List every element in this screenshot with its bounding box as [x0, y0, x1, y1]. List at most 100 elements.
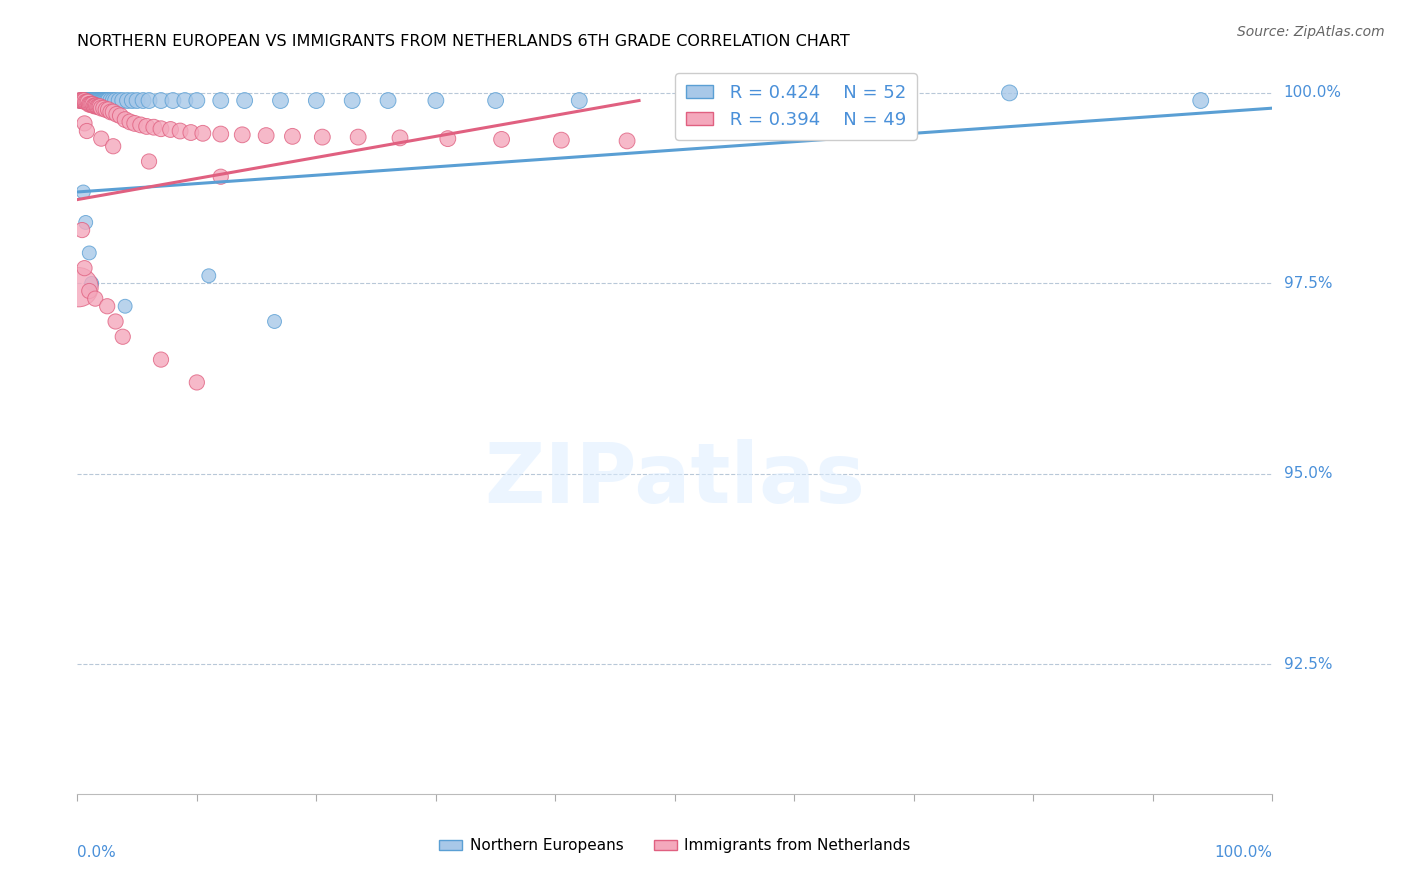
Point	[70, 94, 93, 108]
Point	[388, 131, 412, 145]
Point	[197, 268, 219, 283]
Point	[96, 94, 118, 108]
Point	[94, 94, 117, 108]
Point	[97, 94, 120, 108]
Point	[79, 94, 101, 108]
Text: 95.0%: 95.0%	[1284, 467, 1331, 482]
Point	[72, 185, 94, 199]
Point	[111, 94, 134, 108]
Point	[114, 299, 136, 313]
Point	[437, 131, 460, 145]
Point	[70, 223, 93, 237]
Point	[550, 133, 572, 147]
Point	[142, 120, 165, 135]
Point	[73, 116, 96, 130]
Point	[89, 100, 111, 114]
Point	[150, 121, 173, 136]
Point	[568, 94, 591, 108]
Point	[84, 99, 107, 113]
Point	[491, 132, 513, 146]
Point	[129, 118, 152, 132]
Point	[90, 94, 112, 108]
Point	[127, 94, 149, 108]
Point	[121, 94, 143, 108]
Point	[69, 94, 91, 108]
Point	[103, 139, 124, 153]
Point	[82, 97, 104, 112]
Point	[186, 376, 208, 390]
Point	[347, 130, 370, 145]
Point	[97, 103, 120, 117]
Point	[73, 261, 96, 276]
Point	[86, 100, 108, 114]
Point	[80, 97, 103, 112]
Point	[86, 94, 108, 108]
Point	[77, 95, 100, 109]
Point	[110, 109, 132, 123]
Point	[79, 97, 101, 112]
Point	[83, 99, 105, 113]
Point	[162, 94, 184, 108]
Point	[73, 94, 96, 108]
Point	[108, 94, 131, 108]
Point	[180, 126, 202, 140]
Point	[118, 115, 141, 129]
Point	[100, 94, 122, 108]
Point	[75, 94, 97, 108]
Point	[169, 124, 191, 138]
Point	[150, 352, 173, 367]
Point	[96, 299, 118, 313]
Point	[90, 101, 112, 115]
Point	[254, 128, 277, 143]
Point	[132, 94, 155, 108]
Point	[93, 101, 115, 115]
Point	[138, 154, 160, 169]
Point	[484, 94, 508, 108]
Point	[79, 94, 101, 108]
Point	[87, 100, 110, 114]
Point	[94, 103, 117, 117]
Point	[191, 126, 214, 140]
Point	[76, 95, 98, 109]
Point	[67, 280, 90, 294]
Point	[104, 94, 127, 108]
Point	[150, 94, 173, 108]
Point	[186, 94, 208, 108]
Point	[114, 112, 136, 127]
Point	[124, 116, 146, 130]
Point	[117, 94, 139, 108]
Point	[998, 86, 1021, 100]
Text: ZIPatlas: ZIPatlas	[485, 439, 865, 520]
Point	[89, 94, 111, 108]
Point	[342, 94, 364, 108]
Point	[79, 97, 101, 112]
Point	[75, 215, 97, 229]
Point	[76, 124, 98, 138]
Point	[209, 127, 232, 141]
Point	[425, 94, 447, 108]
Point	[77, 94, 100, 108]
Point	[305, 94, 328, 108]
Point	[209, 169, 232, 184]
Point	[83, 94, 105, 108]
Point	[94, 94, 117, 108]
Point	[100, 105, 122, 120]
Point	[80, 277, 103, 291]
Text: 97.5%: 97.5%	[1284, 276, 1331, 291]
Text: Source: ZipAtlas.com: Source: ZipAtlas.com	[1237, 25, 1385, 39]
Point	[111, 329, 134, 343]
Text: NORTHERN EUROPEAN VS IMMIGRANTS FROM NETHERLANDS 6TH GRADE CORRELATION CHART: NORTHERN EUROPEAN VS IMMIGRANTS FROM NET…	[77, 34, 851, 49]
Point	[70, 94, 93, 108]
Point	[270, 94, 292, 108]
Point	[72, 94, 94, 108]
Text: 92.5%: 92.5%	[1284, 657, 1331, 672]
Point	[87, 94, 110, 108]
Point	[70, 94, 93, 108]
Point	[72, 94, 94, 108]
Point	[1189, 94, 1212, 108]
Point	[104, 314, 127, 328]
Point	[263, 314, 285, 328]
Point	[281, 129, 304, 144]
Point	[79, 284, 101, 298]
Point	[103, 94, 124, 108]
